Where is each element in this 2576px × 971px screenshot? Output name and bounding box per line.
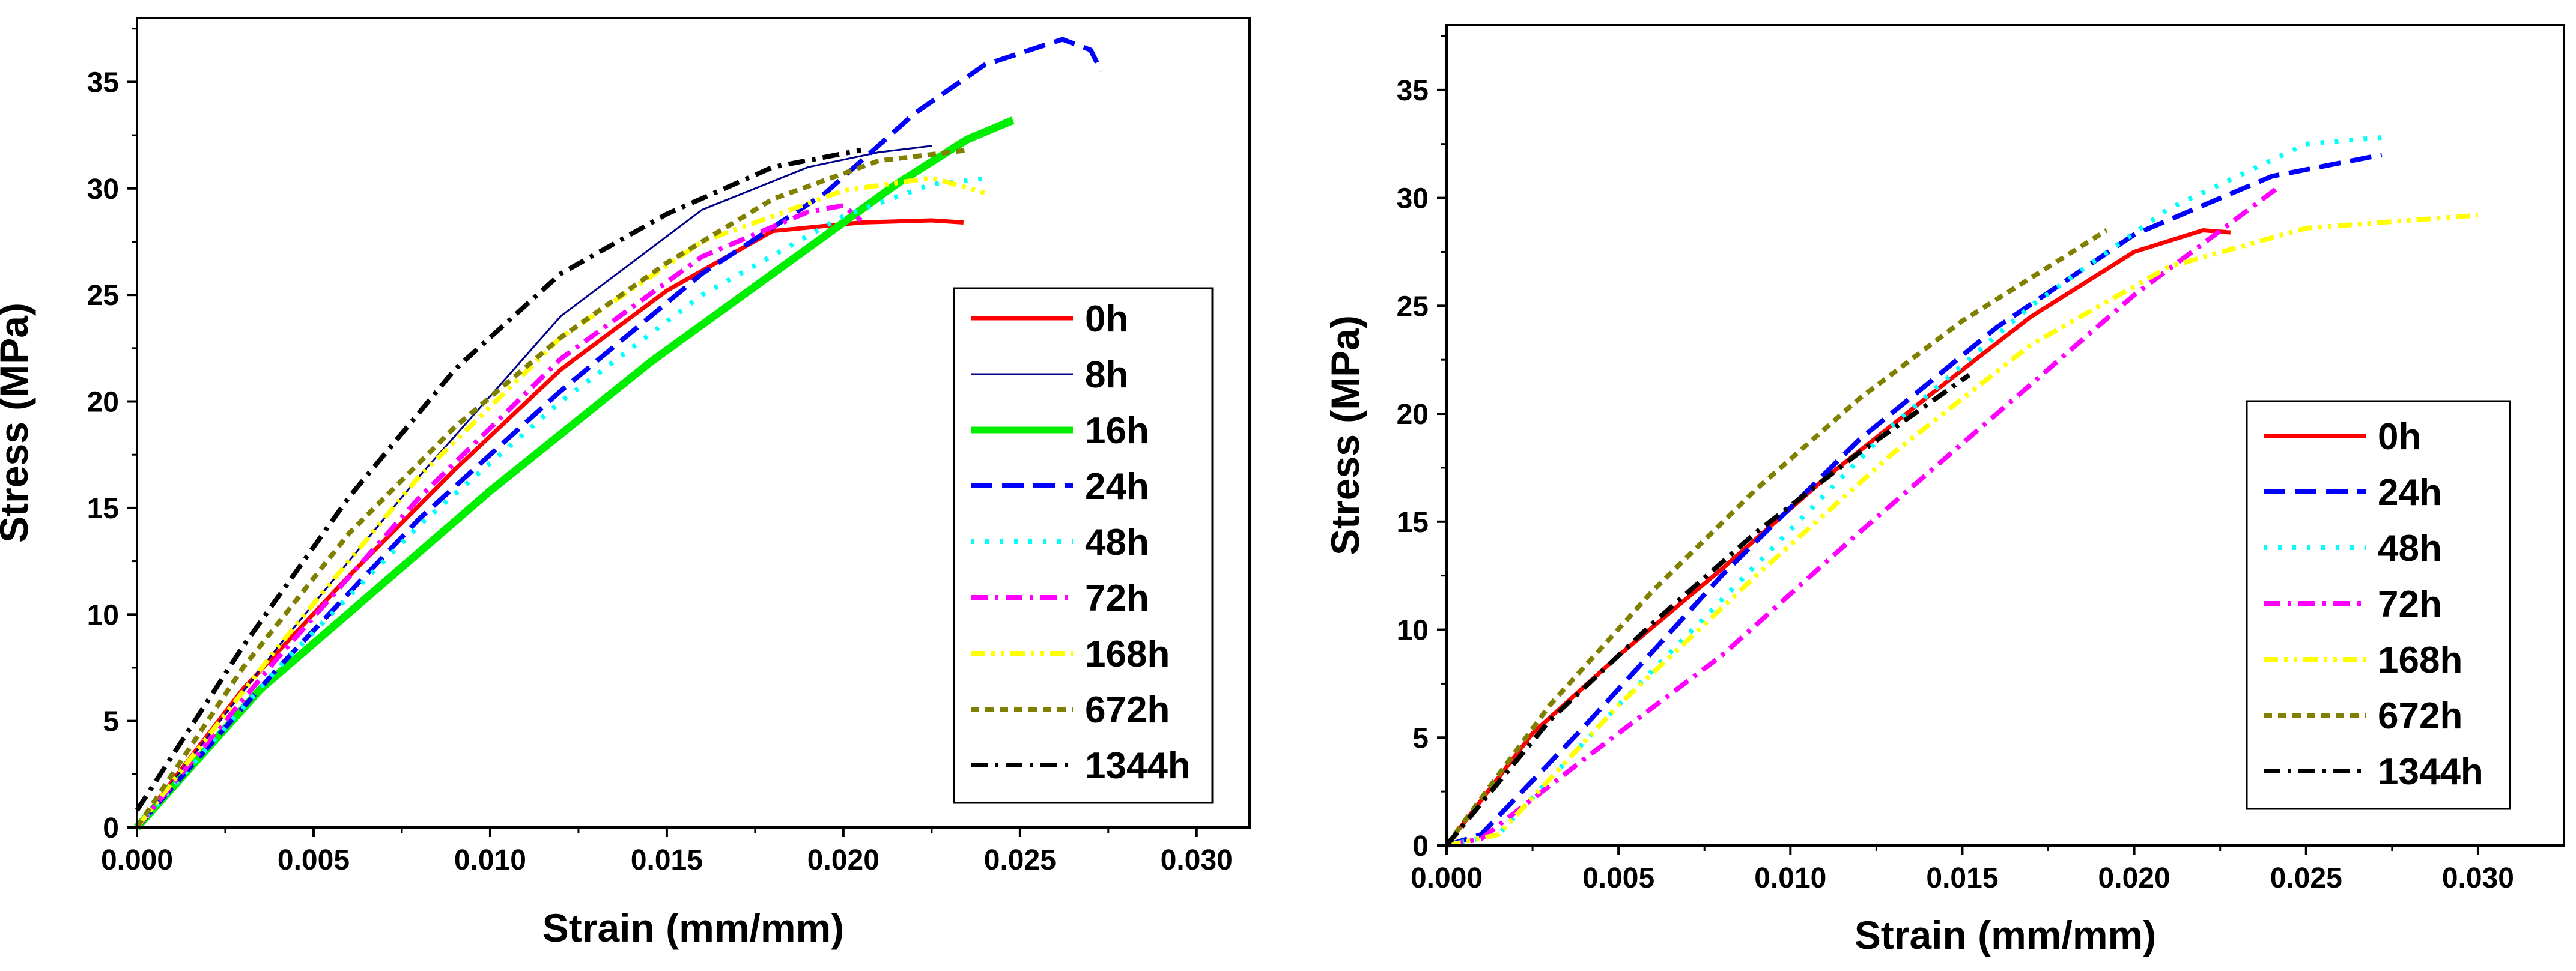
y-axis-title: Stress (MPa) <box>1323 315 1367 555</box>
legend-label-16h: 16h <box>1085 410 1149 452</box>
y-tick-label: 0 <box>1412 830 1429 862</box>
x-tick-label: 0.010 <box>454 844 526 876</box>
series-line-672h <box>135 147 968 829</box>
legend-label-24h: 24h <box>1085 466 1149 507</box>
legend-label-1344h: 1344h <box>1085 745 1191 787</box>
y-tick-label: 10 <box>87 599 119 631</box>
x-tick-label: 0.000 <box>1411 862 1483 894</box>
x-axis-title: Strain (mm/mm) <box>1855 913 2156 957</box>
legend-label-168h: 168h <box>2378 640 2462 681</box>
x-tick-label: 0.030 <box>2442 862 2514 894</box>
series-line-24h <box>135 37 1104 829</box>
y-tick-label: 30 <box>87 174 119 205</box>
y-tick-label: 20 <box>1397 399 1429 431</box>
y-tick-label: 5 <box>103 706 119 738</box>
legend-label-672h: 672h <box>1085 689 1170 731</box>
left-chart: 0.000 0.005 0.010 0.015 0.020 0.025 0.030 0 5 10 1… <box>0 17 1251 950</box>
legend-label-72h: 72h <box>1085 578 1149 619</box>
x-tick-label: 0.015 <box>631 844 703 876</box>
series-line-16h <box>134 116 1015 830</box>
series-line-24h <box>1445 152 2383 848</box>
x-axis-title: Strain (mm/mm) <box>542 906 844 950</box>
legend-label-0h: 0h <box>1085 298 1128 340</box>
y-tick-label: 30 <box>1397 183 1429 215</box>
x-tick-label: 0.020 <box>2098 862 2170 894</box>
x-tick-label: 0.025 <box>984 844 1056 876</box>
series-line-672h <box>1444 228 2108 847</box>
legend-label-24h: 24h <box>2378 472 2442 513</box>
x-tick-label: 0.005 <box>1582 862 1654 894</box>
y-tick-label: 25 <box>1397 291 1429 322</box>
legend-label-672h: 672h <box>2378 695 2462 737</box>
y-tick-label: 35 <box>87 67 119 98</box>
series-line-48h <box>1446 135 2383 848</box>
right-chart: 0.000 0.005 0.010 0.015 0.020 0.025 0.030 0 5 10 1… <box>1323 24 2565 957</box>
y-tick-label: 0 <box>103 812 119 844</box>
y-tick-label: 15 <box>1397 507 1429 539</box>
series-line-72h <box>1446 185 2280 848</box>
x-tick-label: 0.005 <box>278 844 350 876</box>
legend-label-48h: 48h <box>1085 522 1149 563</box>
plot-frame <box>136 17 1251 829</box>
y-tick-label: 10 <box>1397 615 1429 647</box>
x-tick-label: 0.020 <box>807 844 879 876</box>
series-line-72h <box>135 203 863 829</box>
series-line-8h <box>136 145 932 828</box>
x-tick-label: 0.030 <box>1161 844 1233 876</box>
legend-box <box>953 287 1214 804</box>
x-tick-label: 0.025 <box>2270 862 2342 894</box>
legend-label-168h: 168h <box>1085 634 1170 675</box>
plot-frame <box>1445 24 2565 847</box>
series-line-0h <box>1445 228 2231 847</box>
y-axis-title: Stress (MPa) <box>0 303 36 543</box>
y-tick-label: 35 <box>1397 75 1429 107</box>
legend-label-1344h: 1344h <box>2378 751 2483 793</box>
legend-label-48h: 48h <box>2378 528 2442 569</box>
series-line-1344h <box>1444 373 1971 847</box>
series-line-0h <box>135 218 964 829</box>
series-line-1344h <box>135 147 862 812</box>
legend-label-8h: 8h <box>1085 354 1128 396</box>
x-tick-label: 0.015 <box>1926 862 1998 894</box>
x-tick-label: 0.000 <box>101 844 173 876</box>
x-tick-label: 0.010 <box>1754 862 1826 894</box>
y-tick-label: 5 <box>1412 722 1429 754</box>
legend-label-0h: 0h <box>2378 416 2421 458</box>
series-line-48h <box>135 175 992 829</box>
y-tick-label: 25 <box>87 280 119 312</box>
y-tick-label: 20 <box>87 387 119 419</box>
y-tick-label: 15 <box>87 493 119 525</box>
series-line-168h <box>1446 213 2479 848</box>
legend-label-72h: 72h <box>2378 584 2442 625</box>
